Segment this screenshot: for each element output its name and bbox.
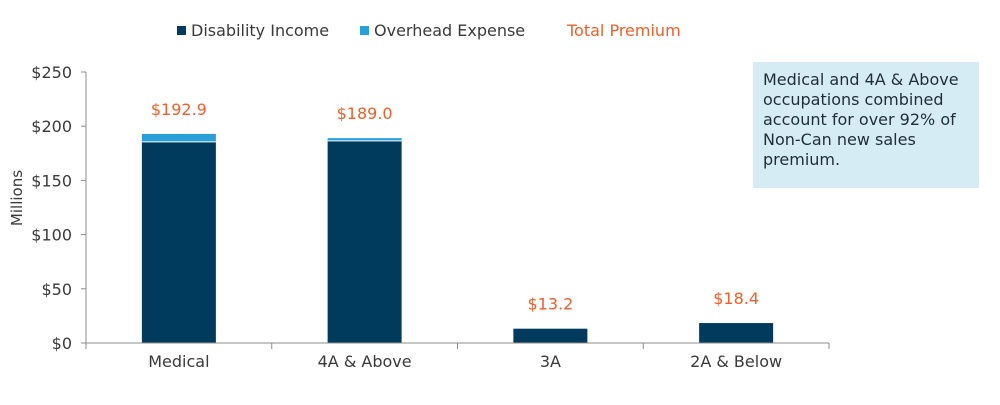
x-tick-label: 4A & Above [318, 352, 412, 371]
legend-label: Disability Income [191, 21, 329, 40]
bars: $192.9 $189.0 $13.2 $18.4 [141, 100, 774, 343]
x-tick-label: Medical [148, 352, 209, 371]
y-axis-label: Millions [8, 170, 26, 226]
bar-overhead-expense [327, 138, 402, 141]
callout-text: Medical and 4A & Above occupations combi… [763, 70, 959, 169]
legend-label: Total Premium [566, 21, 681, 40]
bar-disability-income [699, 323, 774, 343]
total-premium-label: $18.4 [713, 289, 759, 308]
total-premium-label: $13.2 [527, 295, 573, 314]
x-axis: Medical 4A & Above 3A 2A & Below [85, 342, 830, 371]
y-tick-label: $50 [41, 280, 72, 299]
y-tick-label: $250 [31, 63, 72, 82]
y-axis: $0 $50 $100 $150 $200 $250 [31, 63, 87, 353]
y-tick-label: $200 [31, 117, 72, 136]
y-tick-label: $100 [31, 226, 72, 245]
bar-overhead-expense [141, 133, 216, 142]
x-tick-label: 2A & Below [690, 352, 782, 371]
bar-disability-income [141, 141, 216, 343]
legend-label: Overhead Expense [374, 21, 525, 40]
legend-swatch [360, 26, 369, 35]
legend: Disability Income Overhead Expense Total P… [177, 21, 681, 40]
callout-annotation: Medical and 4A & Above occupations combi… [753, 62, 979, 188]
total-premium-label: $189.0 [337, 104, 393, 123]
legend-swatch [177, 26, 186, 35]
y-tick-label: $150 [31, 171, 72, 190]
bar-disability-income [327, 140, 402, 343]
bar-disability-income [513, 328, 588, 343]
total-premium-label: $192.9 [151, 100, 207, 119]
x-tick-label: 3A [540, 352, 561, 371]
y-tick-label: $0 [52, 334, 72, 353]
